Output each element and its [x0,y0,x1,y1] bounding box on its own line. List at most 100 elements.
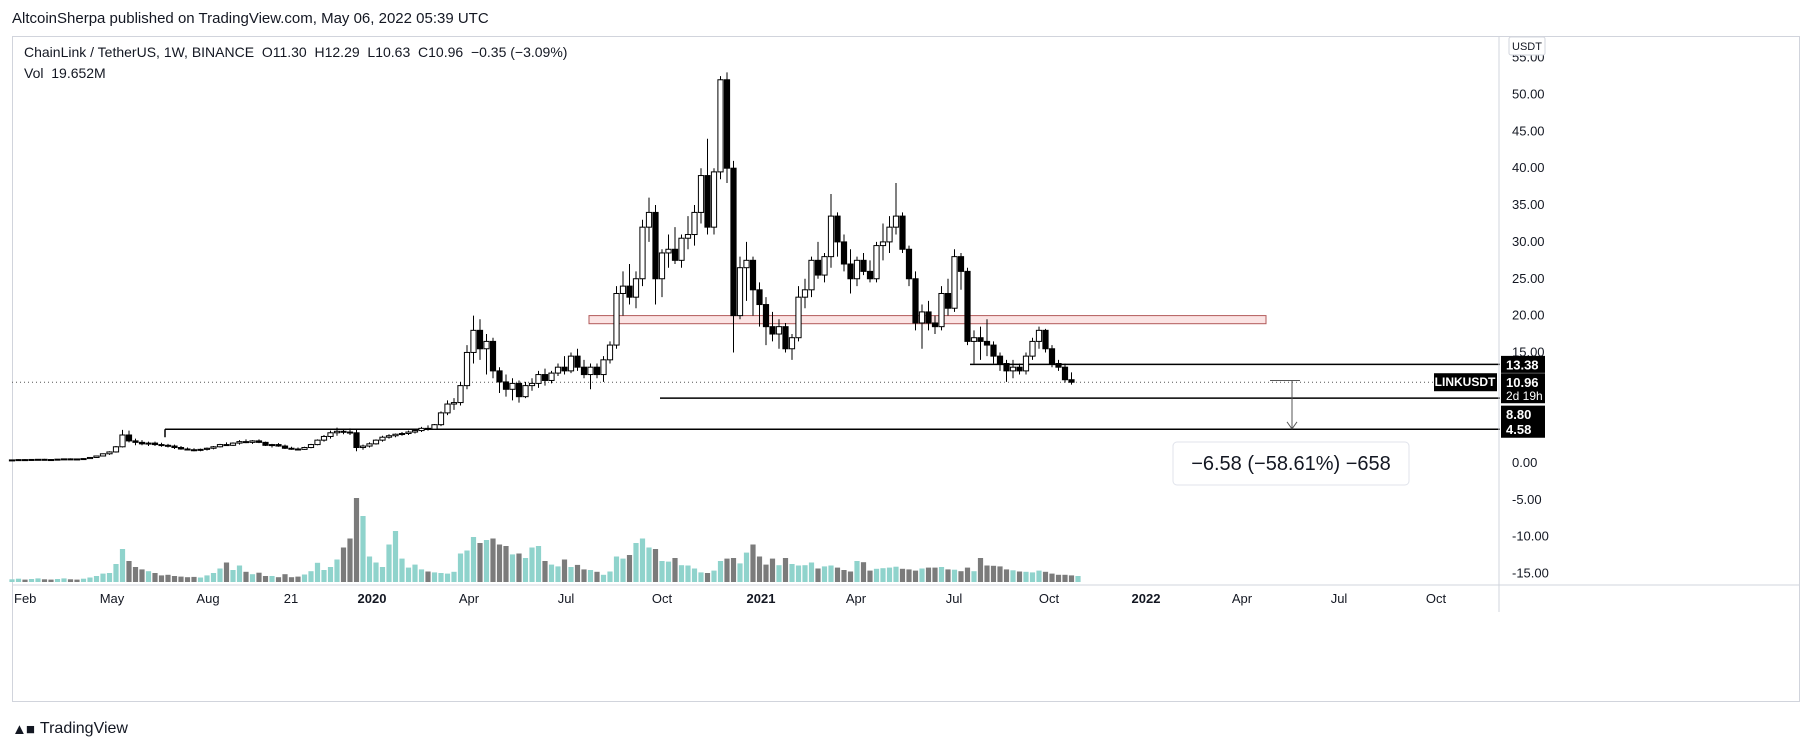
candle-body [554,366,562,374]
candle [1035,326,1043,349]
volume-bar [126,561,132,582]
measure-arrow-head [1286,421,1298,430]
candle-body [1055,363,1062,368]
candle [983,319,991,357]
candle-body [314,439,321,446]
volume-bar [470,537,477,582]
candle [769,311,776,342]
volume-bar [932,567,938,582]
time-tick-label: 2020 [358,591,387,606]
candle [619,271,627,316]
volume-bar [860,562,867,582]
candle-body [340,430,347,433]
candle [892,182,900,235]
volume-bar [977,558,984,582]
candle-body [333,430,341,434]
volume-bar [295,576,301,582]
volume-bar [1075,576,1081,582]
price-axis[interactable]: 55.0050.0045.0040.0035.0030.0025.0020.00… [1498,36,1549,612]
tradingview-logo-icon: ▲■ [12,720,35,738]
publisher-caption: AltcoinSherpa published on TradingView.c… [12,10,489,27]
candle-body [710,171,718,228]
candle-body [873,245,880,280]
candle-body [730,167,737,317]
candle-body [691,211,698,236]
volume-bar [984,565,990,582]
volume-bar [1062,574,1068,582]
candle-body [119,434,126,448]
volume-bar [808,562,815,582]
candle-body [964,270,971,342]
volume-bar [782,558,789,582]
candle [242,439,250,444]
candle [67,458,74,461]
volume-bar [587,570,594,582]
candle-body [392,433,399,437]
candle-body [782,326,789,350]
countdown-badge: 2d 19h [1506,389,1543,403]
candle-body [275,444,282,447]
volume-bar [275,577,282,582]
time-tick-label: Apr [459,591,480,606]
price-chart[interactable]: −6.58 (−58.61%) −658 55.0050.0045.0040.0… [0,0,1813,710]
candle-body [717,79,724,173]
candle [606,341,614,364]
candle-body [21,459,29,462]
candle-body [684,234,692,239]
candle-body [80,458,87,461]
candle [8,459,16,462]
time-axis[interactable]: Feb May Aug 21 2020 Apr Jul Oct 2021 Apr Jul Oct 202… [12,584,1800,606]
volume-bar [197,577,204,582]
candle [567,352,575,374]
candle [385,434,393,439]
candle [580,359,588,379]
volume-bar [184,577,191,582]
candle [1009,359,1017,379]
candle [424,425,432,431]
volume-bar [392,531,399,582]
tradingview-logo[interactable]: ▲■ TradingView [12,720,128,738]
price-tick-label: 35.00 [1512,197,1545,212]
volume-bar [438,573,444,582]
candle-body [821,256,828,276]
volume-bar [717,561,724,582]
candle [587,363,594,390]
candle-body [151,442,159,446]
candle-body [587,366,594,376]
candle [873,241,880,283]
candle-body [756,289,763,306]
volume-bar [9,579,15,582]
candle [1055,359,1062,371]
candle [379,435,386,442]
candle-body [580,366,588,376]
candle-body [470,329,477,353]
volume-bar [74,579,80,582]
candle-body [762,304,770,328]
candle-body [502,381,510,390]
annotations: −6.58 (−58.61%) −658 [1172,379,1410,486]
candle-body [541,374,549,381]
candle [145,441,152,447]
candle [197,448,204,452]
candle-body [476,329,484,350]
candle [593,363,601,379]
time-tick-label: Oct [1039,591,1060,606]
volume-bar [119,549,126,582]
candle-body [1061,366,1069,381]
measure-label-box [1172,441,1410,486]
volume-bar [568,567,574,582]
volume-bar [366,556,373,582]
volume-bar [204,575,210,582]
candle-body [294,448,302,451]
volume-bar [815,568,821,582]
volume-bar [821,566,828,582]
time-tick-label: May [100,591,125,606]
candle-body [411,430,419,433]
candle [80,458,87,461]
candle [847,249,854,294]
price-tick-label: 30.00 [1512,234,1545,249]
candle-body [574,355,581,368]
volume-bar [867,570,873,582]
candle-body [743,259,750,269]
candle-body [379,436,386,441]
